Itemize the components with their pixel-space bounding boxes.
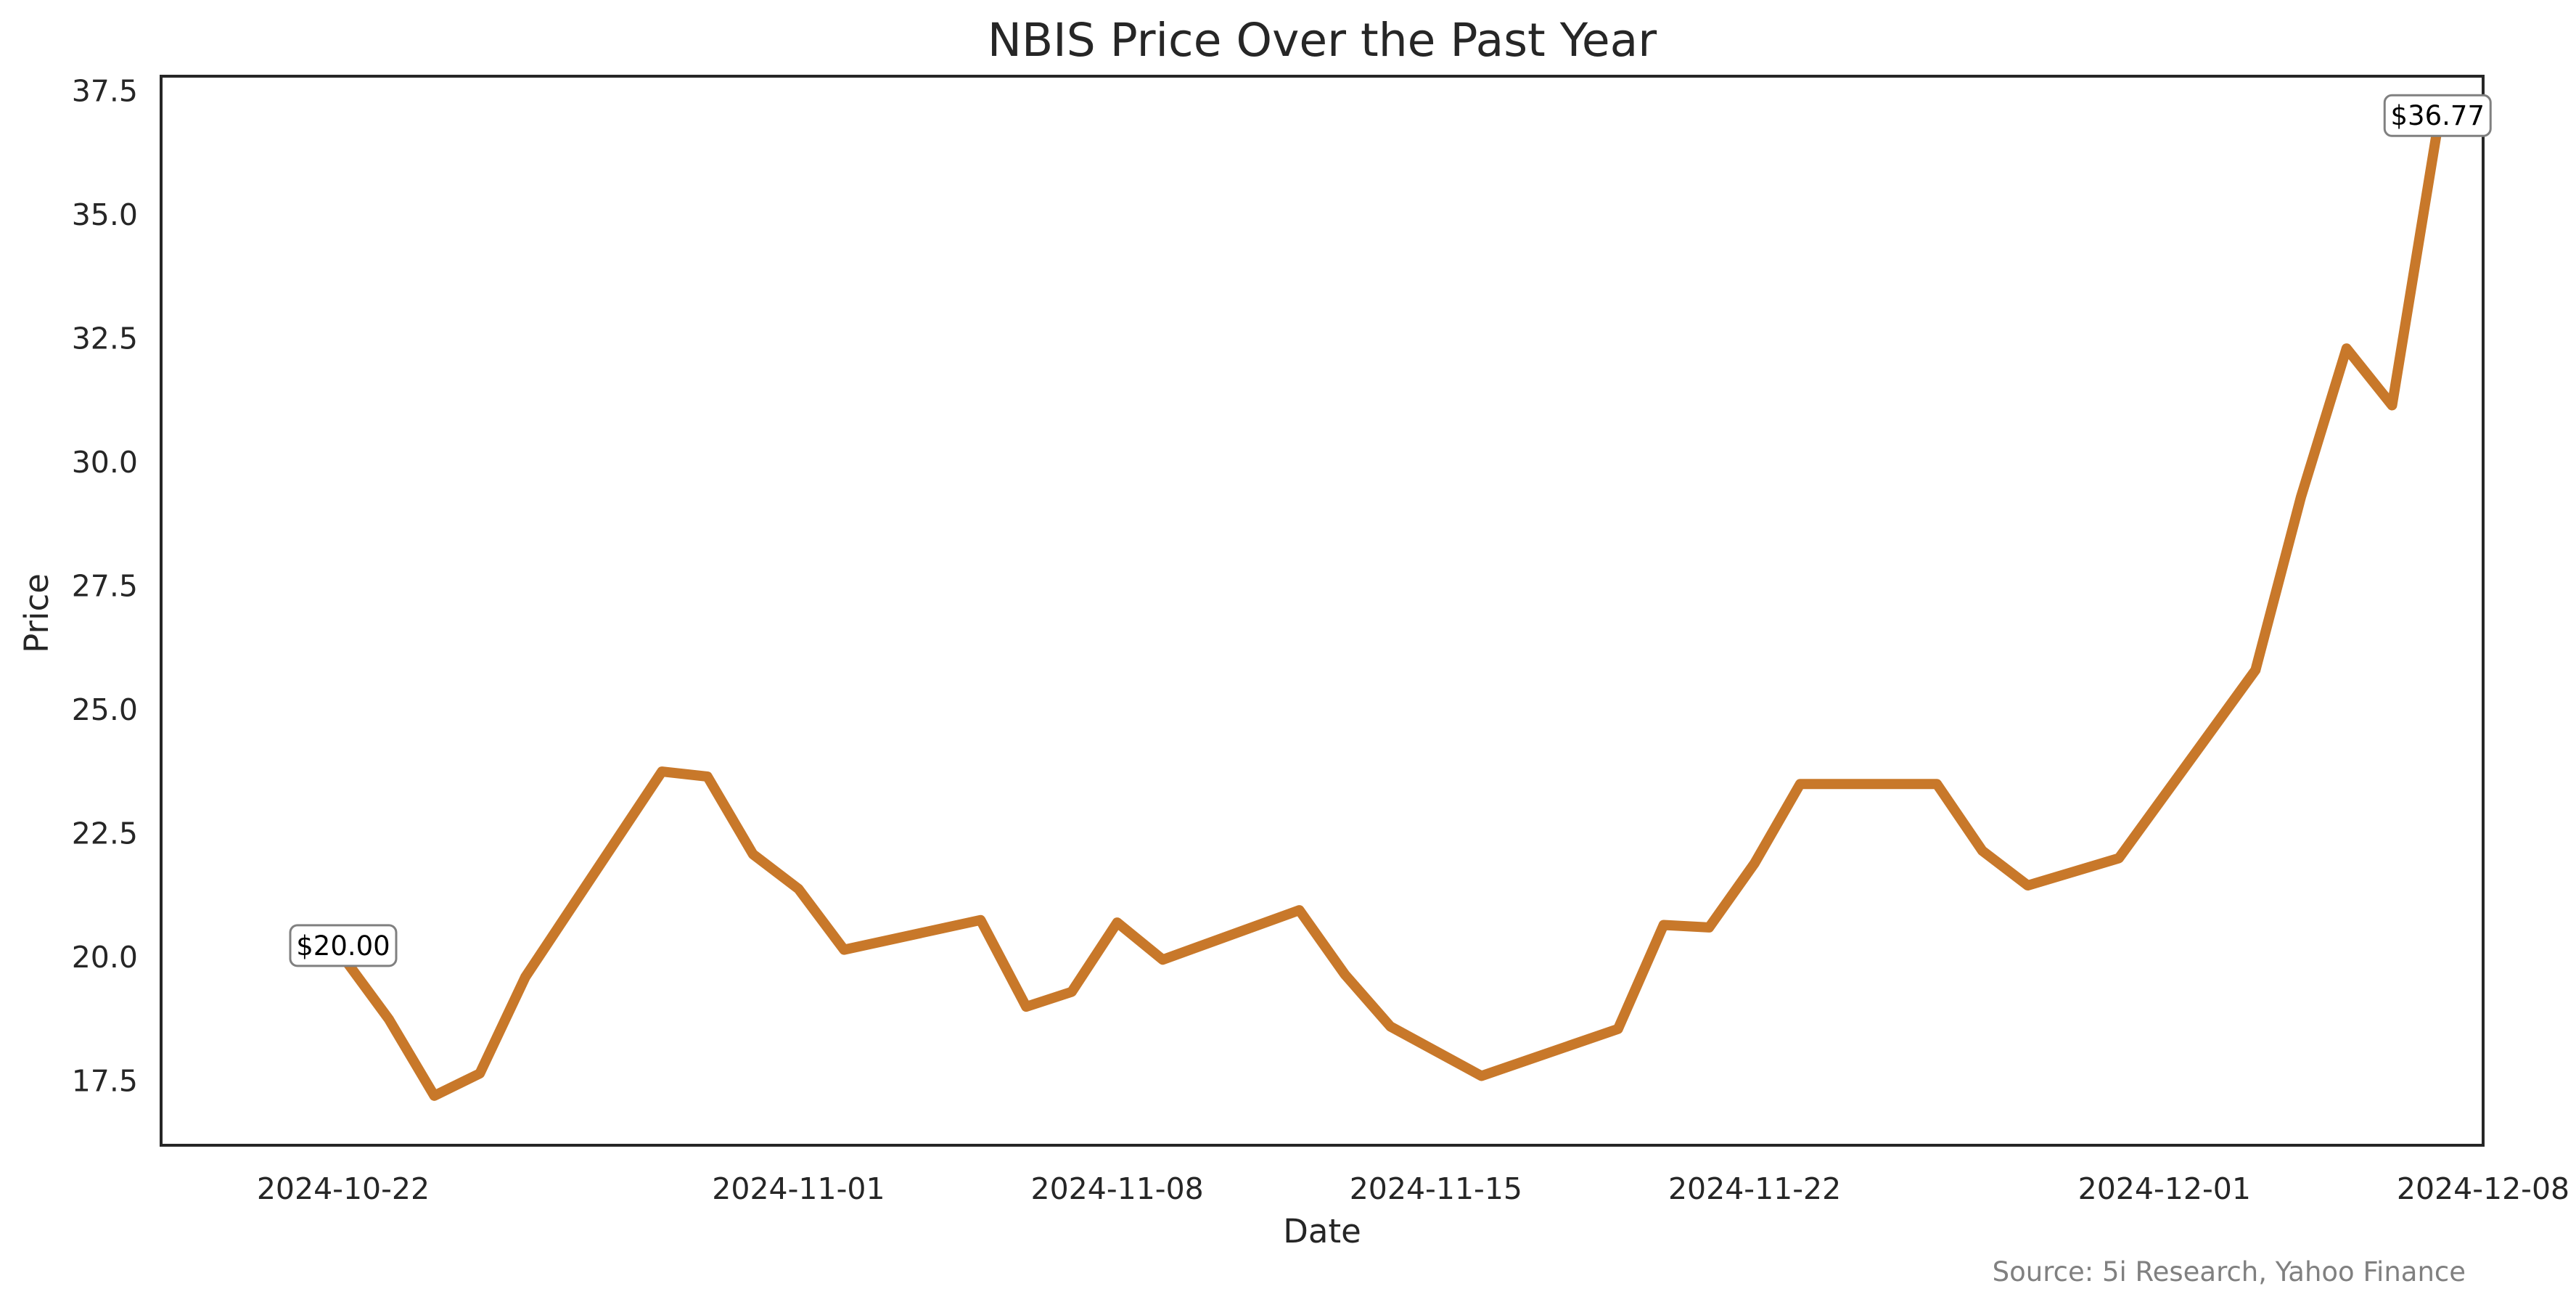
y-tick-label: 22.5 [72, 816, 138, 851]
x-tick-label: 2024-11-22 [1668, 1171, 1841, 1206]
chart-title: NBIS Price Over the Past Year [988, 14, 1657, 67]
y-axis-label: Price [17, 573, 56, 653]
y-tick-label: 35.0 [72, 197, 138, 232]
y-tick-label: 20.0 [72, 940, 138, 975]
y-tick-label: 32.5 [72, 321, 138, 356]
y-tick-label: 25.0 [72, 692, 138, 727]
y-tick-label: 27.5 [72, 568, 138, 603]
x-tick-label: 2024-12-01 [2078, 1171, 2251, 1206]
x-tick-label: 2024-11-15 [1350, 1171, 1522, 1206]
x-tick-label: 2024-12-08 [2397, 1171, 2569, 1206]
source-note: Source: 5i Research, Yahoo Finance [1993, 1256, 2466, 1288]
price-annotation: $20.00 [289, 924, 398, 967]
y-tick-label: 30.0 [72, 445, 138, 480]
x-tick-label: 2024-11-01 [712, 1171, 885, 1206]
annotation-box [289, 924, 398, 967]
annotation-label: $36.77 [2391, 100, 2485, 131]
axes-frame [160, 75, 2485, 1147]
y-tick-label: 37.5 [72, 73, 138, 108]
x-tick-label: 2024-10-22 [257, 1171, 430, 1206]
annotation-box [2383, 94, 2492, 137]
price-line [339, 126, 2443, 1101]
annotation-label: $20.00 [296, 930, 390, 962]
x-axis-label: Date [1283, 1212, 1361, 1250]
x-tick-label: 2024-11-08 [1031, 1171, 1204, 1206]
y-tick-label: 17.5 [72, 1063, 138, 1098]
price-annotation: $36.77 [2383, 94, 2492, 137]
plot-area: 17.5 20.0 22.5 25.0 27.5 30.0 32.5 35.0 37.5 2024… [72, 73, 2569, 1206]
